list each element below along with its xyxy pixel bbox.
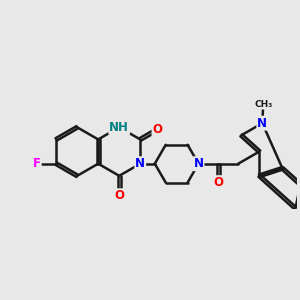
Text: N: N [194, 157, 203, 170]
Text: F: F [33, 157, 41, 170]
Text: N: N [257, 117, 267, 130]
Text: NH: NH [109, 121, 129, 134]
Text: O: O [213, 176, 224, 189]
Text: O: O [114, 189, 124, 202]
Text: CH₃: CH₃ [254, 100, 272, 109]
Text: N: N [135, 157, 145, 170]
Text: O: O [152, 123, 163, 136]
